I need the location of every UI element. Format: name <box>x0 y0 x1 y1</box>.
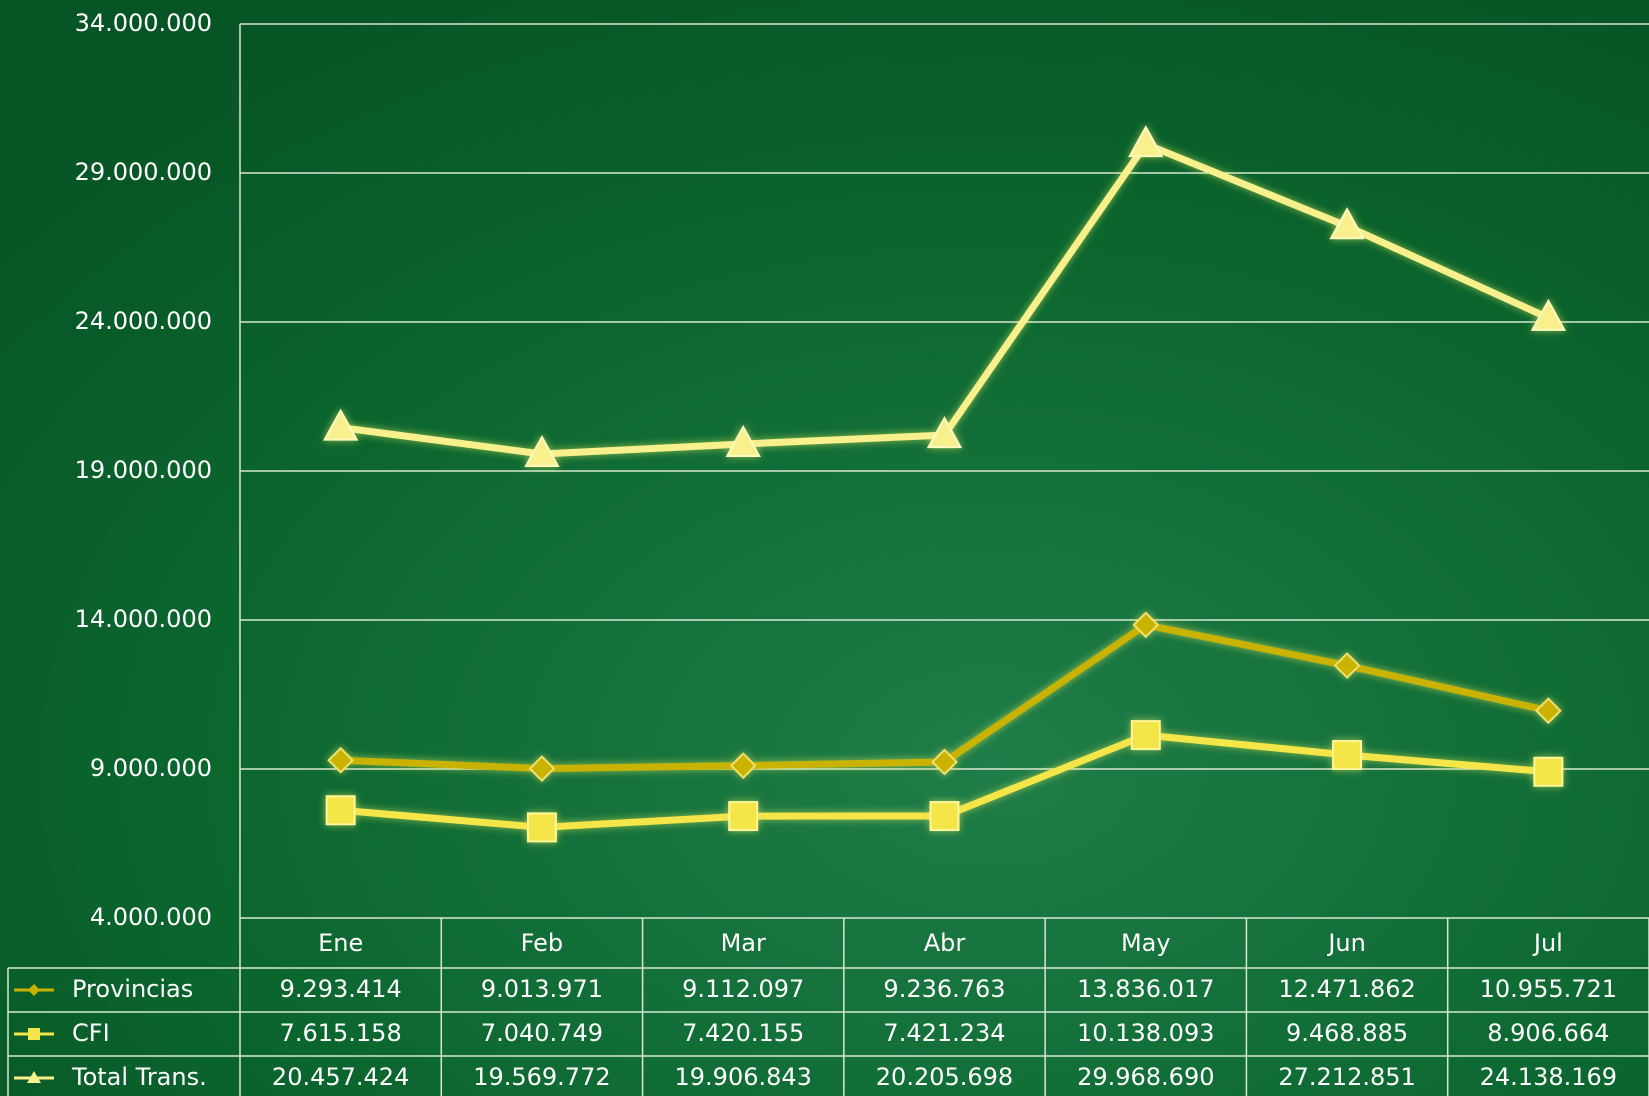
data-label: 19.906.843 <box>675 1063 812 1091</box>
marker <box>1534 697 1562 725</box>
series <box>325 720 1564 843</box>
y-tick-label: 19.000.000 <box>75 456 212 484</box>
x-tick-label: May <box>1121 929 1171 957</box>
data-label: 29.968.690 <box>1077 1063 1214 1091</box>
marker <box>931 748 958 776</box>
data-label: 7.040.749 <box>481 1019 603 1047</box>
data-label: 10.955.721 <box>1480 975 1617 1003</box>
data-label: 7.420.155 <box>682 1019 804 1047</box>
y-tick-label: 14.000.000 <box>75 605 212 633</box>
marker <box>929 801 960 832</box>
y-tick-label: 34.000.000 <box>75 9 212 37</box>
data-label: 9.468.885 <box>1286 1019 1408 1047</box>
marker <box>325 795 356 826</box>
data-label: 9.112.097 <box>682 975 804 1003</box>
x-tick-label: Jul <box>1532 929 1563 957</box>
marker <box>322 408 359 441</box>
marker <box>728 801 759 832</box>
data-label: 12.471.862 <box>1278 975 1415 1003</box>
series <box>322 125 1567 468</box>
data-label: 9.293.414 <box>280 975 402 1003</box>
data-label: 27.212.851 <box>1278 1063 1415 1091</box>
marker <box>524 434 560 468</box>
data-label: 7.615.158 <box>280 1019 402 1047</box>
x-tick-label: Feb <box>521 929 564 957</box>
data-label: 20.205.698 <box>876 1063 1013 1091</box>
marker <box>1533 756 1564 787</box>
marker <box>1332 740 1363 771</box>
marker <box>528 755 556 782</box>
data-label: 9.236.763 <box>883 975 1005 1003</box>
marker <box>926 415 963 449</box>
y-tick-label: 9.000.000 <box>90 754 212 782</box>
series <box>327 611 1562 782</box>
marker <box>526 812 557 843</box>
y-tick-label: 24.000.000 <box>75 307 212 335</box>
marker <box>1329 207 1365 240</box>
marker <box>729 752 757 780</box>
marker <box>1130 720 1161 751</box>
marker <box>327 746 355 774</box>
marker <box>1530 298 1567 331</box>
x-tick-label: Mar <box>721 929 766 957</box>
legend-marker <box>28 984 40 996</box>
y-tick-label: 4.000.000 <box>90 903 212 931</box>
data-label: 9.013.971 <box>481 975 603 1003</box>
legend-label: Total Trans. <box>71 1063 207 1091</box>
data-label: 13.836.017 <box>1077 975 1214 1003</box>
x-tick-label: Ene <box>318 929 363 957</box>
legend-marker <box>28 1028 40 1040</box>
marker <box>1333 652 1361 679</box>
data-label: 8.906.664 <box>1487 1019 1609 1047</box>
legend-marker <box>27 1071 41 1083</box>
x-tick-label: Jun <box>1326 929 1366 957</box>
marker <box>1132 611 1160 639</box>
y-tick-label: 29.000.000 <box>75 158 212 186</box>
data-label: 10.138.093 <box>1077 1019 1214 1047</box>
legend-label: CFI <box>72 1019 110 1047</box>
data-label: 20.457.424 <box>272 1063 409 1091</box>
legend-label: Provincias <box>72 975 193 1003</box>
data-label: 19.569.772 <box>473 1063 610 1091</box>
marker <box>1128 125 1164 158</box>
data-label: 7.421.234 <box>883 1019 1005 1047</box>
x-tick-label: Abr <box>924 929 966 957</box>
data-label: 24.138.169 <box>1480 1063 1617 1091</box>
marker <box>725 424 761 457</box>
